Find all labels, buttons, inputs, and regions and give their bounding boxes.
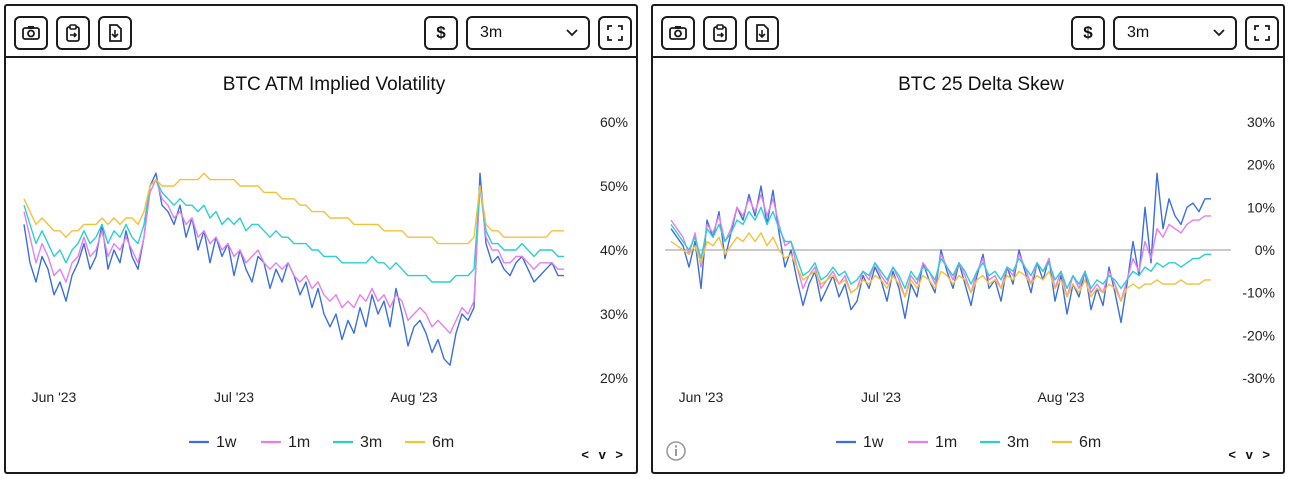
currency-label: $ <box>1083 23 1093 42</box>
y-tick-label: 40% <box>600 242 628 258</box>
download-icon[interactable] <box>745 16 779 50</box>
y-tick-label: 20% <box>1247 157 1275 173</box>
series-line-1m <box>670 193 1211 302</box>
clipboard-icon[interactable] <box>56 16 90 50</box>
currency-button[interactable]: $ <box>1071 16 1105 50</box>
currency-button[interactable]: $ <box>424 16 458 50</box>
toolbar: $ 3m <box>653 6 1283 58</box>
y-tick-label: -10% <box>1242 285 1275 301</box>
clipboard-icon[interactable] <box>703 16 737 50</box>
series-line-6m <box>670 232 1211 302</box>
y-tick-label: -30% <box>1242 370 1275 386</box>
y-tick-label: -20% <box>1242 327 1275 343</box>
series-line-3m <box>670 206 1211 290</box>
y-tick-label: 0% <box>1255 242 1275 258</box>
legend-label-6m: 6m <box>432 434 454 451</box>
y-tick-label: 10% <box>1247 199 1275 215</box>
skew-chart: BTC 25 Delta Skew -30% -20% -10% 0% 10% 20% 30%… <box>665 74 1275 451</box>
y-tick-label: 60% <box>600 114 628 130</box>
x-tick-label: Aug '23 <box>390 389 437 405</box>
series-line-6m <box>23 172 564 245</box>
series-line-3m <box>23 178 564 283</box>
range-select-value: 3m <box>480 24 503 41</box>
download-icon[interactable] <box>98 16 132 50</box>
series-line-1m <box>23 178 564 334</box>
y-tick-label: 30% <box>1247 114 1275 130</box>
series-line-1w <box>670 172 1211 324</box>
iv-panel: $ 3m BTC ATM Implied Volatility 20% 30% 40%… <box>4 4 638 474</box>
toolbar: $ 3m <box>6 6 636 58</box>
legend-label-3m: 3m <box>1007 434 1029 451</box>
legend-label-1w: 1w <box>863 434 884 451</box>
y-tick-label: 20% <box>600 370 628 386</box>
legend-label-1w: 1w <box>216 434 237 451</box>
x-tick-label: Jun '23 <box>32 389 77 405</box>
range-select[interactable]: 3m <box>1113 16 1237 50</box>
chevron-down-icon <box>1213 29 1225 37</box>
x-tick-label: Jun '23 <box>679 389 724 405</box>
legend-label-1m: 1m <box>935 434 957 451</box>
legend-label-3m: 3m <box>360 434 382 451</box>
skew-panel: $ 3m BTC 25 Delta Skew -30% -20% -10% 0% 10% 2… <box>651 4 1285 474</box>
iv-chart: BTC ATM Implied Volatility 20% 30% 40% 50% 60… <box>23 74 628 451</box>
range-select-value: 3m <box>1127 24 1150 41</box>
x-tick-label: Jul '23 <box>861 389 901 405</box>
chart-nav-controls[interactable]: < v > <box>1228 447 1273 462</box>
x-tick-label: Aug '23 <box>1037 389 1084 405</box>
x-tick-label: Jul '23 <box>214 389 254 405</box>
chart-title: BTC ATM Implied Volatility <box>223 74 446 95</box>
chart-nav-controls[interactable]: < v > <box>581 447 626 462</box>
currency-label: $ <box>436 23 446 42</box>
y-tick-label: 30% <box>600 306 628 322</box>
info-icon[interactable] <box>665 440 687 462</box>
fullscreen-icon[interactable] <box>598 16 632 50</box>
y-tick-label: 50% <box>600 178 628 194</box>
fullscreen-icon[interactable] <box>1245 16 1279 50</box>
camera-icon[interactable] <box>661 16 695 50</box>
chart-title: BTC 25 Delta Skew <box>898 74 1064 95</box>
range-select[interactable]: 3m <box>466 16 590 50</box>
chevron-down-icon <box>566 29 578 37</box>
legend-label-6m: 6m <box>1079 434 1101 451</box>
camera-icon[interactable] <box>14 16 48 50</box>
legend-label-1m: 1m <box>288 434 310 451</box>
